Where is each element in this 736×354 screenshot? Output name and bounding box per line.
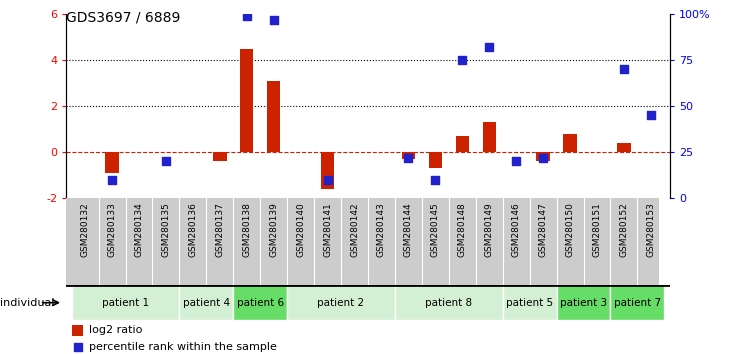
- Bar: [287, 285, 395, 320]
- Text: GSM280152: GSM280152: [620, 202, 629, 257]
- Text: log2 ratio: log2 ratio: [89, 325, 143, 336]
- Text: GSM280150: GSM280150: [565, 202, 575, 257]
- Text: patient 4: patient 4: [183, 298, 230, 308]
- Text: GSM280146: GSM280146: [512, 202, 520, 257]
- Point: [510, 159, 522, 164]
- Bar: [72, 325, 83, 336]
- Text: GSM280140: GSM280140: [296, 202, 305, 257]
- Text: GSM280143: GSM280143: [377, 202, 386, 257]
- Text: GSM280139: GSM280139: [269, 202, 278, 257]
- Point: [72, 344, 84, 350]
- Text: patient 8: patient 8: [425, 298, 473, 308]
- Bar: [71, 285, 180, 320]
- Text: patient 1: patient 1: [102, 298, 149, 308]
- Text: patient 5: patient 5: [506, 298, 553, 308]
- Text: GSM280144: GSM280144: [404, 202, 413, 257]
- Point: [241, 13, 252, 19]
- Text: patient 3: patient 3: [560, 298, 607, 308]
- Bar: [240, 49, 253, 152]
- Point: [268, 17, 280, 23]
- Point: [403, 155, 414, 161]
- Bar: [563, 134, 577, 152]
- Text: GSM280138: GSM280138: [242, 202, 251, 257]
- Text: GSM280137: GSM280137: [216, 202, 224, 257]
- Point: [106, 177, 118, 183]
- Point: [537, 155, 549, 161]
- Text: GDS3697 / 6889: GDS3697 / 6889: [66, 11, 180, 25]
- Text: GSM280147: GSM280147: [539, 202, 548, 257]
- Point: [618, 67, 630, 72]
- Text: GSM280151: GSM280151: [592, 202, 601, 257]
- Text: patient 6: patient 6: [237, 298, 284, 308]
- Text: GSM280141: GSM280141: [323, 202, 332, 257]
- Text: GSM280134: GSM280134: [135, 202, 144, 257]
- Bar: [321, 152, 334, 189]
- Bar: [180, 285, 233, 320]
- Bar: [618, 143, 631, 152]
- Point: [322, 177, 333, 183]
- Bar: [233, 285, 287, 320]
- Point: [484, 45, 495, 50]
- Text: GSM280133: GSM280133: [107, 202, 116, 257]
- Bar: [428, 152, 442, 169]
- Text: GSM280148: GSM280148: [458, 202, 467, 257]
- Text: GSM280142: GSM280142: [350, 202, 359, 257]
- Bar: [267, 81, 280, 152]
- Text: percentile rank within the sample: percentile rank within the sample: [89, 342, 277, 352]
- Text: individual: individual: [0, 298, 54, 308]
- Bar: [105, 152, 118, 173]
- Bar: [556, 285, 610, 320]
- Text: GSM280145: GSM280145: [431, 202, 440, 257]
- Text: GSM280149: GSM280149: [485, 202, 494, 257]
- Bar: [395, 285, 503, 320]
- Point: [430, 177, 442, 183]
- Point: [645, 113, 657, 118]
- Bar: [610, 285, 665, 320]
- Bar: [483, 122, 496, 152]
- Bar: [503, 285, 556, 320]
- Text: patient 2: patient 2: [317, 298, 364, 308]
- Point: [456, 57, 468, 63]
- Bar: [213, 152, 227, 161]
- Text: GSM280153: GSM280153: [646, 202, 655, 257]
- Text: GSM280132: GSM280132: [81, 202, 90, 257]
- Bar: [456, 136, 469, 152]
- Point: [160, 159, 171, 164]
- Text: patient 7: patient 7: [614, 298, 661, 308]
- Text: GSM280135: GSM280135: [161, 202, 171, 257]
- Bar: [537, 152, 550, 161]
- Bar: [402, 152, 415, 159]
- Text: GSM280136: GSM280136: [188, 202, 197, 257]
